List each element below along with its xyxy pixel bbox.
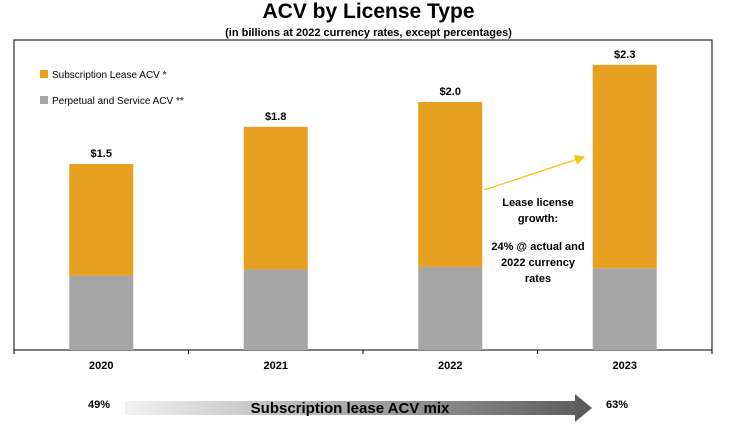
bar-perpetual-2023 (592, 268, 657, 350)
mix-arrow (125, 394, 592, 422)
total-label-2020: $1.5 (91, 148, 112, 160)
legend-label-subscription: Subscription Lease ACV * (52, 70, 167, 81)
chart-subtitle: (in billions at 2022 currency rates, exc… (225, 27, 512, 39)
bars-group: $1.5 $1.8 $2.0 $2.3 (69, 49, 657, 350)
bar-subscription-2021 (243, 126, 308, 270)
mix-end-percent: 63% (606, 399, 629, 411)
legend: Subscription Lease ACV * Perpetual and S… (40, 70, 184, 107)
annotation-line-2: growth: (517, 213, 559, 225)
growth-arrow (483, 154, 586, 191)
legend-label-perpetual: Perpetual and Service ACV ** (52, 96, 184, 107)
x-tick-label-2022: 2022 (438, 360, 462, 372)
bar-perpetual-2021 (243, 269, 308, 350)
bar-subscription-2020 (69, 164, 134, 276)
total-label-2023: $2.3 (614, 49, 635, 61)
bar-subscription-2022 (418, 102, 483, 267)
mix-label: Subscription lease ACV mix (250, 400, 450, 417)
bar-perpetual-2020 (69, 275, 134, 350)
total-label-2022: $2.0 (440, 86, 461, 98)
bar-subscription-2023 (592, 64, 657, 269)
chart-title: ACV by License Type (262, 0, 475, 23)
chart-canvas: Subscription Lease ACV * Perpetual and S… (13, 39, 713, 372)
total-label-2021: $1.8 (265, 111, 286, 123)
bar-perpetual-2022 (418, 266, 483, 350)
legend-swatch-subscription (40, 70, 48, 78)
annotation-line-3: 24% @ actual and (491, 241, 585, 253)
legend-swatch-perpetual (40, 96, 48, 104)
x-tick-label-2023: 2023 (613, 360, 637, 372)
x-tick-label-2021: 2021 (264, 360, 288, 372)
x-axis: 2020 2021 2022 2023 (13, 350, 713, 372)
annotation-line-4: 2022 currency (501, 257, 575, 269)
growth-annotation: Lease license growth: 24% @ actual and 2… (478, 195, 598, 287)
annotation-line-1: Lease license (502, 197, 574, 209)
annotation-line-5: rates (524, 273, 552, 285)
x-tick-label-2020: 2020 (89, 360, 113, 372)
mix-start-percent: 49% (88, 399, 111, 411)
